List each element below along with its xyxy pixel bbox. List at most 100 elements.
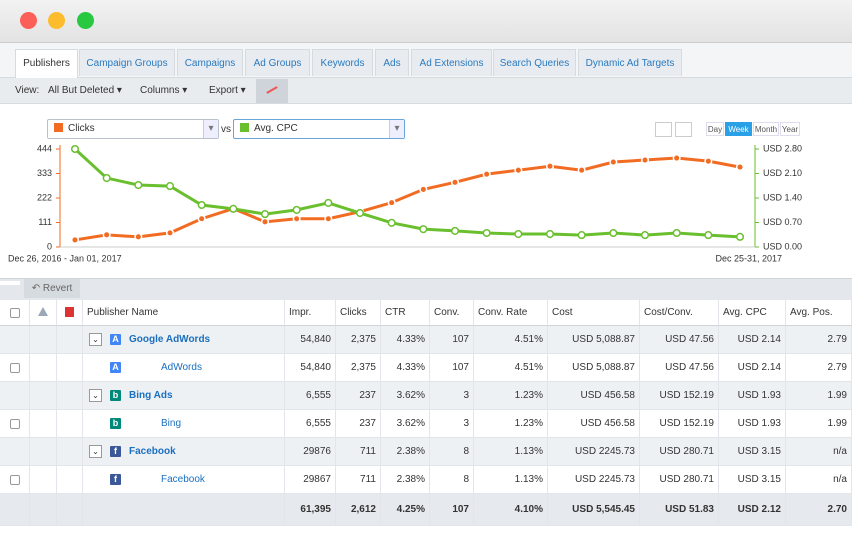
tab[interactable]: Keywords <box>312 49 373 76</box>
range-button[interactable]: Month <box>753 122 779 136</box>
tab[interactable]: Campaign Groups <box>79 49 175 76</box>
data-point <box>197 214 206 223</box>
range-button[interactable]: Day <box>706 122 724 136</box>
tab[interactable]: Ad Groups <box>245 49 310 76</box>
column-header[interactable]: Impr. <box>285 300 336 325</box>
line-chart-icon[interactable] <box>655 122 672 137</box>
publisher-group-name[interactable]: Google AdWords <box>129 334 211 345</box>
data-point <box>735 163 745 172</box>
tab[interactable]: Ad Extensions <box>411 49 492 76</box>
cell <box>30 300 57 325</box>
data-point <box>482 228 491 238</box>
select-handle[interactable] <box>0 281 20 285</box>
tab[interactable]: Publishers <box>15 49 78 78</box>
cell: 107 <box>430 354 474 381</box>
maximize-button[interactable] <box>77 12 94 29</box>
cell: 3 <box>430 382 474 409</box>
y2-tick-label: USD 0.70 <box>763 217 802 227</box>
columns-label: Columns <box>140 85 180 96</box>
data-point <box>640 155 650 165</box>
cell: n/a <box>786 466 852 493</box>
cell: 107 <box>430 494 474 525</box>
checkbox[interactable] <box>10 419 20 429</box>
data-point <box>419 225 428 234</box>
publisher-group-name[interactable]: Facebook <box>129 446 176 457</box>
minimize-button[interactable] <box>48 12 65 29</box>
cell: 1.13% <box>474 438 548 465</box>
column-header[interactable]: Clicks <box>336 300 381 325</box>
cell: 4.33% <box>381 326 430 353</box>
data-point <box>229 204 238 213</box>
y-tick-label: 333 <box>37 168 52 178</box>
view-dropdown[interactable]: All But Deleted ▾ <box>48 85 122 96</box>
export-dropdown[interactable]: Export ▾ <box>209 85 246 96</box>
left-metric-select[interactable]: Clicks ▾ <box>47 119 219 139</box>
cell: 6,555 <box>285 410 336 437</box>
data-point <box>704 157 713 166</box>
cell: Bing Ads <box>83 382 285 409</box>
column-header[interactable]: Avg. CPC <box>719 300 786 325</box>
publisher-icon: A <box>110 334 121 345</box>
publisher-name[interactable]: Facebook <box>161 474 205 485</box>
cell: 2,612 <box>336 494 381 525</box>
y-tick-label: 111 <box>38 217 52 227</box>
expand-toggle[interactable]: ⌄ <box>89 445 102 458</box>
columns-dropdown[interactable]: Columns ▾ <box>140 85 188 96</box>
cell: USD 47.56 <box>640 354 719 381</box>
cell: 237 <box>336 382 381 409</box>
right-metric-select[interactable]: Avg. CPC ▾ <box>233 119 405 139</box>
cell <box>0 354 30 381</box>
publisher-name[interactable]: AdWords <box>161 362 202 373</box>
range-button[interactable]: Week <box>725 122 752 136</box>
data-point <box>514 166 523 175</box>
data-point <box>165 228 175 237</box>
cell: 6,555 <box>285 382 336 409</box>
cell: 1.23% <box>474 410 548 437</box>
header-row: Publisher Name Impr. Clicks CTR Conv. Conv. R… <box>0 300 852 326</box>
data-point <box>672 228 681 238</box>
cell: Facebook <box>83 466 285 493</box>
revert-button[interactable]: ↶ Revert <box>24 279 80 298</box>
toolbar <box>0 78 852 104</box>
checkbox[interactable] <box>10 363 20 373</box>
tab[interactable]: Dynamic Ad Targets <box>578 49 682 76</box>
column-header[interactable]: Avg. Pos. <box>786 300 852 325</box>
tab[interactable]: Search Queries <box>493 49 576 76</box>
data-point <box>102 230 111 239</box>
vs-label: vs <box>221 124 231 135</box>
cell <box>30 466 57 493</box>
column-header[interactable]: CTR <box>381 300 430 325</box>
expand-toggle[interactable]: ⌄ <box>89 333 102 346</box>
data-point <box>514 230 523 239</box>
column-header[interactable]: Conv. <box>430 300 474 325</box>
tab[interactable]: Ads <box>375 49 409 76</box>
data-point <box>197 200 206 210</box>
close-button[interactable] <box>20 12 37 29</box>
publisher-name[interactable]: Bing <box>161 418 182 429</box>
data-point <box>482 170 491 179</box>
chart-toggle-button[interactable] <box>256 79 288 103</box>
column-header[interactable]: Publisher Name <box>83 300 285 325</box>
checkbox[interactable] <box>10 475 20 485</box>
bar-chart-icon[interactable] <box>675 122 692 137</box>
publisher-group-name[interactable]: Bing Ads <box>129 390 173 401</box>
cell: Bing <box>83 410 285 437</box>
cell: 711 <box>336 438 381 465</box>
column-header[interactable]: Cost/Conv. <box>640 300 719 325</box>
warning-icon <box>38 307 48 316</box>
cell <box>57 326 83 353</box>
data-point <box>134 181 143 190</box>
column-header[interactable]: Cost <box>548 300 640 325</box>
expand-toggle[interactable]: ⌄ <box>89 389 102 402</box>
checkbox[interactable] <box>10 308 20 318</box>
tab[interactable]: Campaigns <box>177 49 243 76</box>
range-button[interactable]: Year <box>780 122 800 136</box>
view-value: All But Deleted <box>48 85 115 96</box>
data-point <box>704 231 713 240</box>
group-row: ⌄ f Facebook 29876 711 2.38% 8 1.13% USD 2245.73… <box>0 438 852 466</box>
x-tick-label: Dec 26, 2016 - Jan 01, 2017 <box>8 253 122 263</box>
data-point <box>387 218 396 227</box>
view-label: View: <box>15 85 40 96</box>
cell: 29876 <box>285 438 336 465</box>
column-header[interactable]: Conv. Rate <box>474 300 548 325</box>
